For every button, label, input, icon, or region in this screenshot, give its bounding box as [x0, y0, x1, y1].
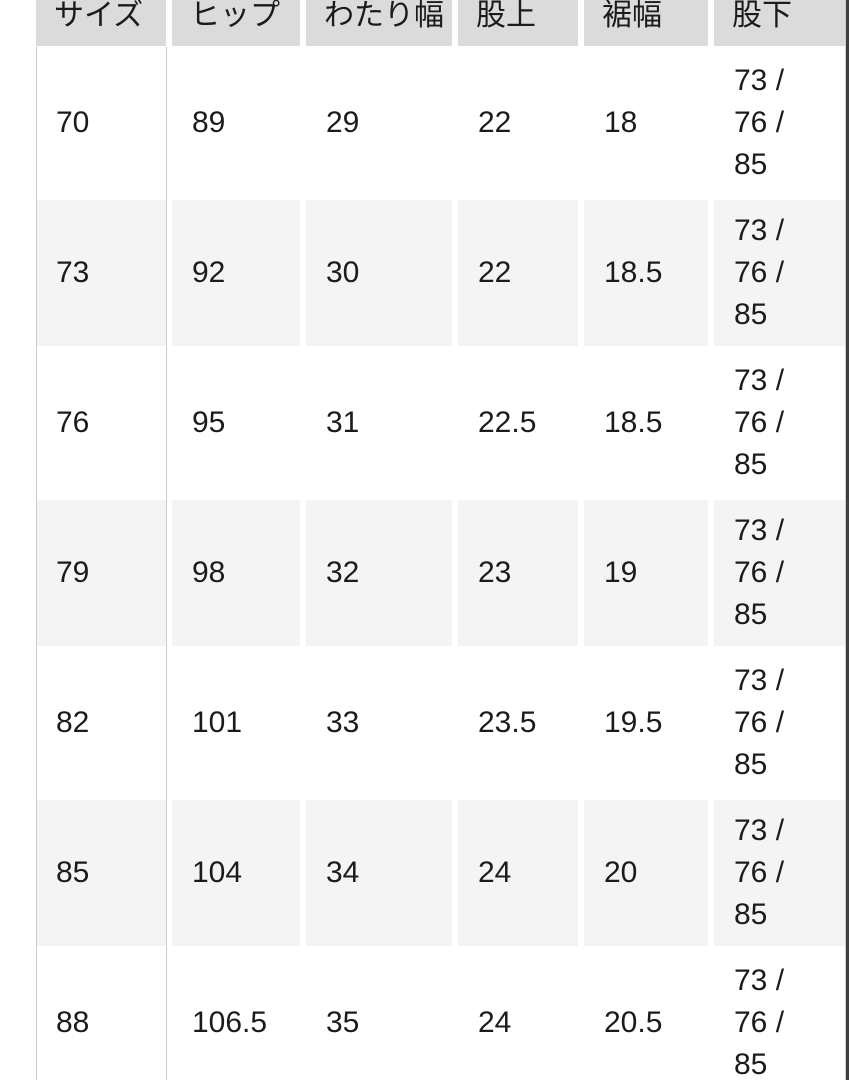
thigh-width-cell: 33 — [306, 650, 452, 796]
rise-cell: 24 — [458, 950, 578, 1080]
thigh-width-cell: 30 — [306, 200, 452, 346]
size-column-left-rule — [36, 47, 37, 1080]
screen-edge — [846, 0, 849, 1080]
inseam-cell: 73 / 76 / 85 — [714, 200, 845, 346]
inseam-cell: 73 / 76 / 85 — [714, 500, 845, 646]
thigh-width-cell: 31 — [306, 350, 452, 496]
inseam-cell: 73 / 76 / 85 — [714, 50, 845, 196]
hem-width-cell: 18.5 — [584, 200, 708, 346]
col-header-rise: 股上 — [458, 0, 578, 46]
hip-cell: 106.5 — [172, 950, 300, 1080]
hip-cell: 101 — [172, 650, 300, 796]
col-header-hem-width: 裾幅 — [584, 0, 708, 46]
size-cell: 79 — [36, 500, 166, 646]
col-header-thigh-width: わたり幅 — [306, 0, 452, 46]
thigh-width-cell: 35 — [306, 950, 452, 1080]
rise-cell: 23.5 — [458, 650, 578, 796]
size-cell: 88 — [36, 950, 166, 1080]
rise-cell: 22 — [458, 50, 578, 196]
size-column-right-rule — [166, 47, 167, 1080]
col-header-size: サイズ — [36, 0, 166, 46]
inseam-cell: 73 / 76 / 85 — [714, 800, 845, 946]
size-cell: 70 — [36, 50, 166, 196]
inseam-cell: 73 / 76 / 85 — [714, 650, 845, 796]
size-cell: 73 — [36, 200, 166, 346]
hem-width-cell: 18 — [584, 50, 708, 196]
hip-cell: 92 — [172, 200, 300, 346]
col-header-inseam: 股下 — [714, 0, 845, 46]
size-cell: 85 — [36, 800, 166, 946]
hem-width-cell: 19 — [584, 500, 708, 646]
inseam-cell: 73 / 76 / 85 — [714, 350, 845, 496]
thigh-width-cell: 34 — [306, 800, 452, 946]
hem-width-cell: 19.5 — [584, 650, 708, 796]
rise-cell: 22.5 — [458, 350, 578, 496]
col-header-hip: ヒップ — [172, 0, 300, 46]
inseam-cell: 73 / 76 / 85 — [714, 950, 845, 1080]
hip-cell: 104 — [172, 800, 300, 946]
hip-cell: 89 — [172, 50, 300, 196]
size-cell: 76 — [36, 350, 166, 496]
hem-width-cell: 18.5 — [584, 350, 708, 496]
hip-cell: 95 — [172, 350, 300, 496]
thigh-width-cell: 29 — [306, 50, 452, 196]
size-cell: 82 — [36, 650, 166, 796]
size-chart-table: サイズ ヒップ わたり幅 股上 裾幅 股下 70 89 29 22 18 73 … — [36, 0, 845, 1080]
rise-cell: 24 — [458, 800, 578, 946]
right-edge-line — [845, 0, 846, 1080]
rise-cell: 23 — [458, 500, 578, 646]
hip-cell: 98 — [172, 500, 300, 646]
hem-width-cell: 20 — [584, 800, 708, 946]
hem-width-cell: 20.5 — [584, 950, 708, 1080]
rise-cell: 22 — [458, 200, 578, 346]
thigh-width-cell: 32 — [306, 500, 452, 646]
